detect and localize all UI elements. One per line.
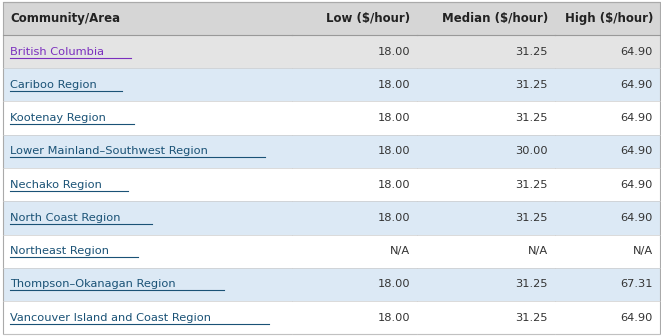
Bar — [417, 235, 555, 268]
Bar — [417, 2, 555, 35]
Bar — [292, 201, 417, 235]
Text: 18.00: 18.00 — [377, 146, 410, 156]
Bar — [417, 168, 555, 201]
Text: 31.25: 31.25 — [516, 280, 548, 289]
Bar — [292, 268, 417, 301]
Bar — [555, 235, 660, 268]
Text: 31.25: 31.25 — [516, 313, 548, 323]
Text: 18.00: 18.00 — [377, 280, 410, 289]
Bar — [3, 35, 292, 68]
Bar — [292, 35, 417, 68]
Bar — [417, 35, 555, 68]
Bar — [3, 68, 292, 101]
Text: Lower Mainland–Southwest Region: Lower Mainland–Southwest Region — [10, 146, 208, 156]
Text: Vancouver Island and Coast Region: Vancouver Island and Coast Region — [10, 313, 211, 323]
Bar — [292, 135, 417, 168]
Text: 64.90: 64.90 — [621, 213, 653, 223]
Text: 31.25: 31.25 — [516, 47, 548, 56]
Bar — [555, 168, 660, 201]
Bar — [555, 2, 660, 35]
Bar — [555, 101, 660, 135]
Text: 18.00: 18.00 — [377, 213, 410, 223]
Text: Thompson–Okanagan Region: Thompson–Okanagan Region — [10, 280, 176, 289]
Text: N/A: N/A — [633, 246, 653, 256]
Text: 18.00: 18.00 — [377, 313, 410, 323]
Text: 64.90: 64.90 — [621, 113, 653, 123]
Text: North Coast Region: North Coast Region — [10, 213, 120, 223]
Text: 64.90: 64.90 — [621, 146, 653, 156]
Text: High ($/hour): High ($/hour) — [564, 12, 653, 25]
Bar — [292, 68, 417, 101]
Text: 31.25: 31.25 — [516, 180, 548, 190]
Bar — [417, 268, 555, 301]
Bar — [417, 301, 555, 334]
Bar — [3, 101, 292, 135]
Bar — [3, 235, 292, 268]
Text: Cariboo Region: Cariboo Region — [10, 80, 97, 90]
Text: 18.00: 18.00 — [377, 180, 410, 190]
Text: Northeast Region: Northeast Region — [10, 246, 109, 256]
Bar — [555, 68, 660, 101]
Text: 64.90: 64.90 — [621, 80, 653, 90]
Bar — [292, 2, 417, 35]
Text: 64.90: 64.90 — [621, 47, 653, 56]
Bar — [3, 168, 292, 201]
Text: 18.00: 18.00 — [377, 80, 410, 90]
Text: N/A: N/A — [390, 246, 410, 256]
Text: N/A: N/A — [528, 246, 548, 256]
Bar — [292, 101, 417, 135]
Bar — [555, 268, 660, 301]
Bar — [417, 201, 555, 235]
Text: Nechako Region: Nechako Region — [10, 180, 102, 190]
Bar — [555, 135, 660, 168]
Bar — [555, 35, 660, 68]
Text: 64.90: 64.90 — [621, 180, 653, 190]
Bar — [3, 301, 292, 334]
Bar — [417, 101, 555, 135]
Text: Kootenay Region: Kootenay Region — [10, 113, 106, 123]
Text: Community/Area: Community/Area — [10, 12, 120, 25]
Bar — [3, 201, 292, 235]
Text: 31.25: 31.25 — [516, 113, 548, 123]
Text: 30.00: 30.00 — [516, 146, 548, 156]
Bar — [3, 135, 292, 168]
Text: 31.25: 31.25 — [516, 80, 548, 90]
Bar — [292, 168, 417, 201]
Text: British Columbia: British Columbia — [10, 47, 104, 56]
Text: 67.31: 67.31 — [621, 280, 653, 289]
Bar — [3, 2, 292, 35]
Bar — [555, 301, 660, 334]
Text: 31.25: 31.25 — [516, 213, 548, 223]
Bar — [417, 135, 555, 168]
Bar — [555, 201, 660, 235]
Text: Median ($/hour): Median ($/hour) — [442, 12, 548, 25]
Bar — [417, 68, 555, 101]
Bar — [3, 268, 292, 301]
Bar — [292, 301, 417, 334]
Text: Low ($/hour): Low ($/hour) — [326, 12, 410, 25]
Text: 18.00: 18.00 — [377, 47, 410, 56]
Text: 64.90: 64.90 — [621, 313, 653, 323]
Text: 18.00: 18.00 — [377, 113, 410, 123]
Bar — [292, 235, 417, 268]
